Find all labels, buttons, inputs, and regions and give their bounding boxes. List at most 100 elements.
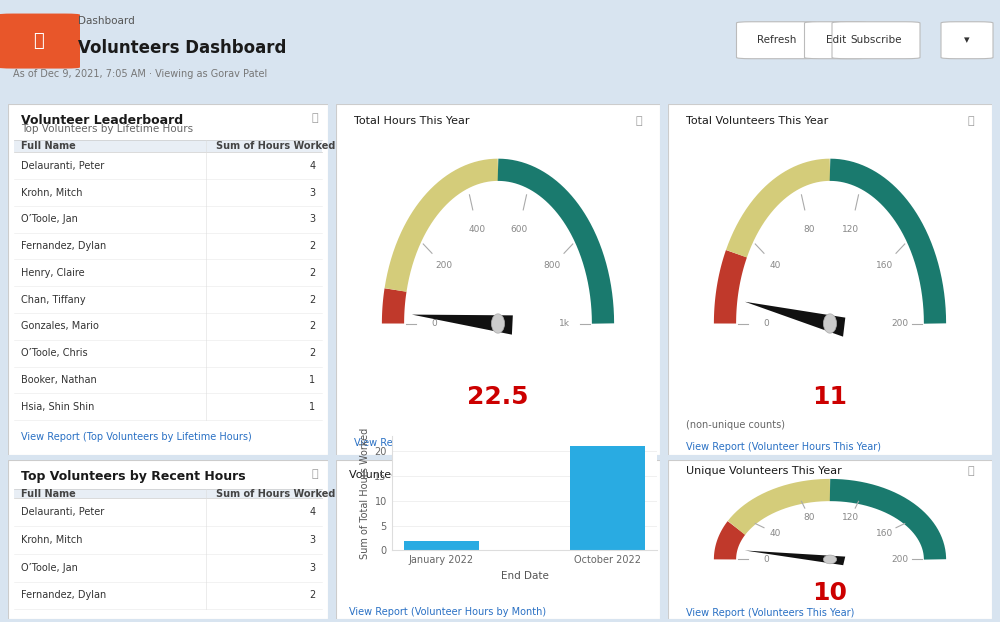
Text: (non-unique counts): (non-unique counts) [686, 420, 785, 430]
Text: 3: 3 [309, 563, 315, 573]
FancyBboxPatch shape [668, 460, 992, 619]
Text: 2: 2 [309, 322, 315, 332]
Text: Volunteer Leaderboard: Volunteer Leaderboard [21, 114, 183, 128]
Circle shape [823, 555, 837, 564]
Text: ⤢: ⤢ [644, 469, 650, 479]
Text: 200: 200 [435, 261, 452, 270]
Text: Fernandez, Dylan: Fernandez, Dylan [21, 590, 106, 600]
Text: 2: 2 [309, 348, 315, 358]
Text: Gonzales, Mario: Gonzales, Mario [21, 322, 99, 332]
X-axis label: End Date: End Date [501, 571, 548, 581]
Text: 4: 4 [309, 160, 315, 171]
Text: Edit: Edit [826, 35, 846, 45]
Text: 160: 160 [876, 261, 893, 270]
Text: 2: 2 [309, 295, 315, 305]
Text: Sum of Hours Worked ↓: Sum of Hours Worked ↓ [216, 141, 347, 151]
FancyBboxPatch shape [804, 22, 867, 58]
Text: Dashboard: Dashboard [78, 16, 135, 26]
Text: 2: 2 [309, 241, 315, 251]
Text: Volunteer Hours by Month: Volunteer Hours by Month [349, 470, 494, 480]
Text: Krohn, Mitch: Krohn, Mitch [21, 535, 82, 545]
Text: ⤢: ⤢ [635, 116, 642, 126]
Text: Hsia, Shin Shin: Hsia, Shin Shin [21, 402, 94, 412]
Text: 22.5: 22.5 [467, 385, 529, 409]
Polygon shape [745, 302, 845, 337]
Text: 40: 40 [770, 261, 781, 270]
Text: Delauranti, Peter: Delauranti, Peter [21, 507, 104, 518]
Text: ⧗: ⧗ [34, 32, 44, 50]
Text: 3: 3 [309, 215, 315, 225]
Circle shape [823, 314, 837, 333]
Text: 80: 80 [803, 225, 815, 234]
Text: 600: 600 [510, 225, 527, 234]
FancyBboxPatch shape [14, 489, 322, 498]
Text: O’Toole, Jan: O’Toole, Jan [21, 563, 78, 573]
Text: 0: 0 [431, 319, 437, 328]
Text: 2: 2 [309, 268, 315, 278]
Text: 40: 40 [770, 529, 781, 538]
Y-axis label: Sum of Total Hours Worked: Sum of Total Hours Worked [360, 428, 370, 559]
Text: 3: 3 [309, 188, 315, 198]
Text: Unique Volunteers This Year: Unique Volunteers This Year [686, 466, 842, 476]
Text: 0: 0 [763, 319, 769, 328]
FancyBboxPatch shape [8, 460, 328, 619]
Text: 120: 120 [842, 225, 859, 234]
Text: Total Volunteers This Year: Total Volunteers This Year [686, 116, 828, 126]
Text: 11: 11 [812, 385, 847, 409]
Text: 1: 1 [309, 402, 315, 412]
Text: View Report (Volunteer Hours by Month): View Report (Volunteer Hours by Month) [349, 607, 546, 617]
Text: 1k: 1k [559, 319, 570, 328]
Text: View Report (Volunteer Hours This Year): View Report (Volunteer Hours This Year) [686, 442, 881, 452]
Text: Top Volunteers by Lifetime Hours: Top Volunteers by Lifetime Hours [21, 124, 193, 134]
Bar [404, 541, 479, 550]
Text: 800: 800 [544, 261, 561, 270]
FancyBboxPatch shape [0, 14, 80, 68]
Text: 120: 120 [842, 513, 859, 522]
Text: O’Toole, Jan: O’Toole, Jan [21, 215, 78, 225]
Text: ⤢: ⤢ [312, 113, 318, 123]
Text: Sum of Hours Worked ↓: Sum of Hours Worked ↓ [216, 489, 347, 499]
Polygon shape [412, 315, 513, 335]
Text: View Report (Volunteer Hours for Dashboard): View Report (Volunteer Hours for Dashboa… [354, 438, 575, 448]
Text: 4: 4 [309, 507, 315, 518]
Text: 160: 160 [876, 529, 893, 538]
Text: 200: 200 [891, 555, 908, 564]
Text: Refresh: Refresh [757, 35, 797, 45]
Text: 80: 80 [803, 513, 815, 522]
Text: Henry, Claire: Henry, Claire [21, 268, 84, 278]
Text: Full Name: Full Name [21, 489, 76, 499]
Bar [570, 446, 645, 550]
Circle shape [491, 314, 505, 333]
Text: ⤢: ⤢ [312, 469, 318, 479]
Text: Volunteers Dashboard: Volunteers Dashboard [78, 39, 286, 57]
Text: View Report (Top Volunteers by Lifetime Hours): View Report (Top Volunteers by Lifetime … [21, 432, 252, 442]
Text: 2: 2 [309, 590, 315, 600]
FancyBboxPatch shape [668, 104, 992, 455]
Text: 200: 200 [891, 319, 908, 328]
Text: Full Name: Full Name [21, 141, 76, 151]
FancyBboxPatch shape [336, 104, 660, 455]
FancyBboxPatch shape [832, 22, 920, 58]
Text: Chan, Tiffany: Chan, Tiffany [21, 295, 85, 305]
Text: 400: 400 [469, 225, 486, 234]
Text: Top Volunteers by Recent Hours: Top Volunteers by Recent Hours [21, 470, 245, 483]
Text: View Report (Volunteers This Year): View Report (Volunteers This Year) [686, 608, 854, 618]
FancyBboxPatch shape [941, 22, 993, 58]
FancyBboxPatch shape [736, 22, 818, 58]
Polygon shape [745, 550, 845, 565]
Text: Krohn, Mitch: Krohn, Mitch [21, 188, 82, 198]
Text: As of Dec 9, 2021, 7:05 AM · Viewing as Gorav Patel: As of Dec 9, 2021, 7:05 AM · Viewing as … [13, 69, 267, 79]
Text: Total Hours This Year: Total Hours This Year [354, 116, 470, 126]
Text: 0: 0 [763, 555, 769, 564]
Text: ▾: ▾ [964, 35, 970, 45]
Text: 10: 10 [812, 581, 847, 605]
Text: Subscribe: Subscribe [850, 35, 902, 45]
FancyBboxPatch shape [14, 140, 322, 152]
Text: 3: 3 [309, 535, 315, 545]
Text: Fernandez, Dylan: Fernandez, Dylan [21, 241, 106, 251]
Text: O’Toole, Chris: O’Toole, Chris [21, 348, 87, 358]
Text: ⤢: ⤢ [967, 116, 974, 126]
FancyBboxPatch shape [336, 460, 660, 619]
FancyBboxPatch shape [8, 104, 328, 455]
Text: Delauranti, Peter: Delauranti, Peter [21, 160, 104, 171]
